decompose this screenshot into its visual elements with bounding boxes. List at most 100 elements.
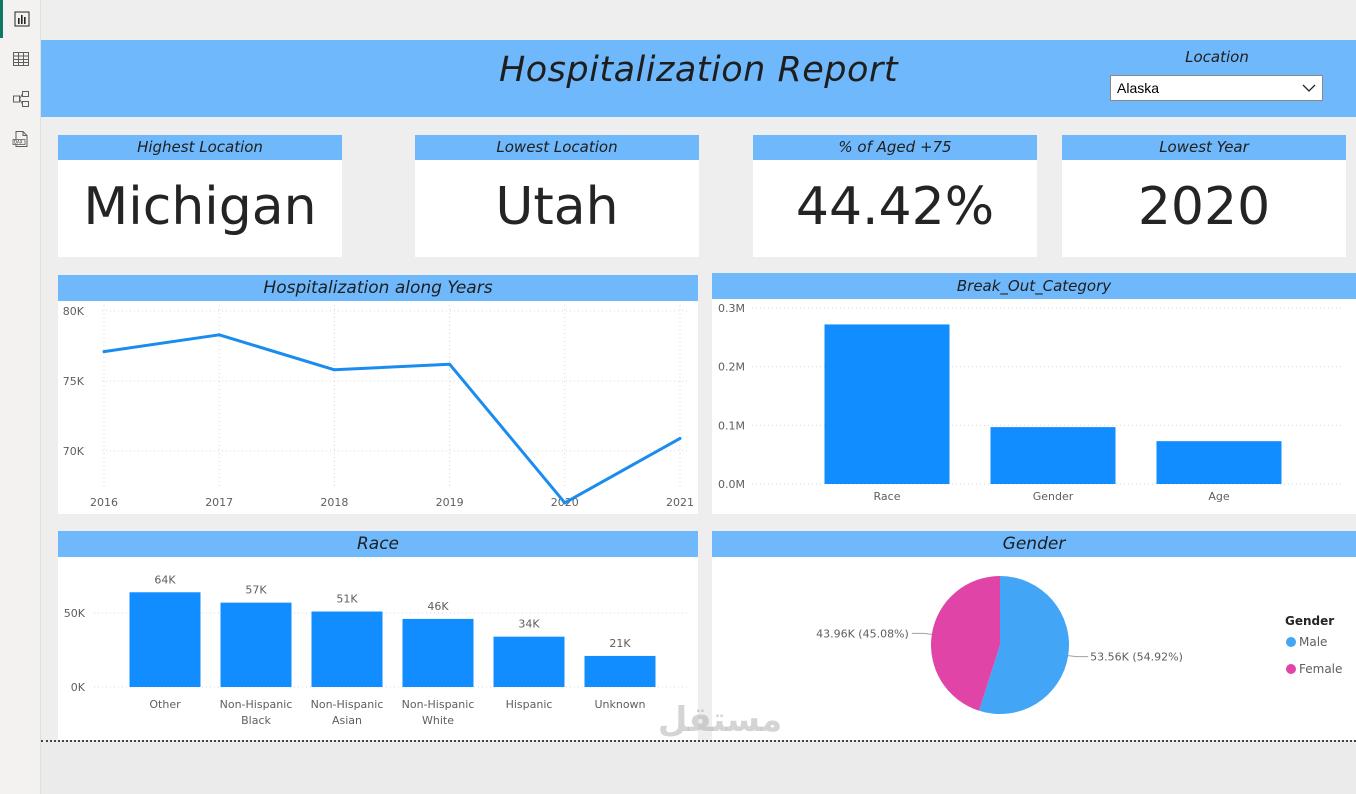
kpi-label: Lowest Location [415,135,699,160]
report-view-button[interactable] [0,0,41,38]
x-tick-label: 2018 [320,496,348,509]
y-tick-label: 80K [63,305,85,318]
kpi-card-lowest-location[interactable]: Lowest Location Utah [415,135,699,257]
model-view-button[interactable] [0,80,41,118]
kpi-card-lowest-year[interactable]: Lowest Year 2020 [1062,135,1346,257]
data-label: 64K [154,573,176,586]
report-header: Hospitalization Report Location Alaska [41,40,1356,117]
breakout-chart-panel[interactable]: Break_Out_Category 0.3M 0.2M 0.1M 0.0M Race G… [712,273,1356,514]
kpi-card-aged-75[interactable]: % of Aged +75 44.42% [753,135,1037,257]
kpi-value: Utah [495,177,619,237]
x-tick-label-line: Asian [332,714,362,727]
kpi-value: 44.42% [795,177,995,237]
pie-slice [978,576,1069,714]
y-tick-label: 0.2M [718,361,745,374]
data-point [217,333,221,337]
pie-data-label: 43.96K (45.08%) [816,627,909,640]
bar [493,636,565,687]
y-tick-label: 50K [64,607,86,620]
x-tick-label-line: Non-Hispanic [402,698,475,711]
data-point [102,350,106,354]
bar [220,602,292,687]
line-chart-title: Hospitalization along Years [58,275,698,301]
report-canvas: Hospitalization Report Location Alaska H… [41,0,1356,764]
legend-title: Gender [1285,614,1334,628]
location-slicer-label: Location [1185,48,1249,66]
bar [402,618,474,687]
x-tick-label: 2016 [90,496,118,509]
x-tick-label: Gender [1033,490,1074,503]
data-point [448,362,452,366]
table-grid-icon [12,52,29,66]
page-title: Hospitalization Report [498,50,899,90]
x-tick-label-line: White [422,714,454,727]
race-chart-title: Race [58,531,698,557]
kpi-card-highest-location[interactable]: Highest Location Michigan [58,135,342,257]
x-tick-label: Age [1208,490,1230,503]
breakout-bar-chart[interactable]: 0.3M 0.2M 0.1M 0.0M Race Gender Age [712,299,1356,514]
bar [1156,441,1282,484]
race-chart-panel[interactable]: Race 50K 0K 64K Other 57K Non-Hispanic Black 51… [58,531,698,740]
legend-label: Female [1299,662,1342,676]
kpi-label: % of Aged +75 [753,135,1037,160]
x-tick-label: 2019 [436,496,464,509]
breakout-chart-title: Break_Out_Category [712,273,1356,299]
x-tick-label: Race [874,490,901,503]
dax-icon: DAX [12,131,27,147]
x-tick-label: Hispanic [506,698,553,711]
leader-line [1068,655,1089,658]
data-label: 51K [336,593,358,606]
data-point [563,501,567,505]
kpi-value: 2020 [1137,177,1271,237]
page-footer-area [41,740,1356,794]
data-label: 57K [245,584,267,597]
gender-chart-title: Gender [712,531,1356,557]
model-diagram-icon [12,91,29,107]
data-label: 34K [518,618,540,631]
y-tick-label: 70K [63,445,85,458]
x-tick-label: 2021 [666,496,694,509]
legend-label: Male [1299,635,1327,649]
view-switcher-rail: DAX [0,0,41,794]
x-tick-label-line: Non-Hispanic [220,698,293,711]
gender-pie-chart[interactable]: 53.56K (54.92%) 43.96K (45.08%) Gender Male… [712,557,1356,740]
dax-query-view-button[interactable]: DAX [0,120,41,158]
kpi-value: Michigan [83,177,317,237]
y-tick-label: 0.1M [718,419,745,432]
bar [824,324,950,484]
x-tick-label-line: Non-Hispanic [311,698,384,711]
data-point [332,368,336,372]
data-point [678,436,682,440]
chevron-down-icon [1302,84,1316,92]
bar-chart-icon [14,11,30,27]
race-bar-chart[interactable]: 50K 0K 64K Other 57K Non-Hispanic Black 51K Non-… [58,557,698,740]
x-tick-label: Unknown [594,698,645,711]
bar [990,427,1116,484]
kpi-label: Lowest Year [1062,135,1346,160]
bar [311,611,383,687]
line-chart-panel[interactable]: Hospitalization along Years 80K 75K 70K 201… [58,275,698,514]
svg-text:DAX: DAX [14,140,23,145]
leader-line [911,632,932,635]
y-tick-label: 0.0M [718,478,745,491]
pie-slice [931,576,1000,711]
series-line [103,333,681,505]
y-tick-label: 75K [63,375,85,388]
location-slicer-dropdown[interactable]: Alaska [1110,75,1323,101]
legend-swatch [1286,637,1296,647]
kpi-label: Highest Location [58,135,342,160]
data-view-button[interactable] [0,40,41,78]
legend-swatch [1286,664,1296,674]
x-tick-label-line: Black [241,714,271,727]
pie-data-label: 53.56K (54.92%) [1090,651,1183,664]
y-tick-label: 0K [71,681,86,694]
data-label: 46K [427,600,449,613]
location-selected-value: Alaska [1117,80,1160,96]
data-label: 21K [609,637,631,650]
x-tick-label: Other [149,698,181,711]
bar [584,655,656,687]
line-chart[interactable]: 80K75K70K201620172018201920202021 [58,301,698,514]
x-tick-label: 2017 [205,496,233,509]
gender-chart-panel[interactable]: Gender 53.56K (54.92%) 43.96K (45.08%) Gen… [712,531,1356,740]
bar [129,592,201,687]
